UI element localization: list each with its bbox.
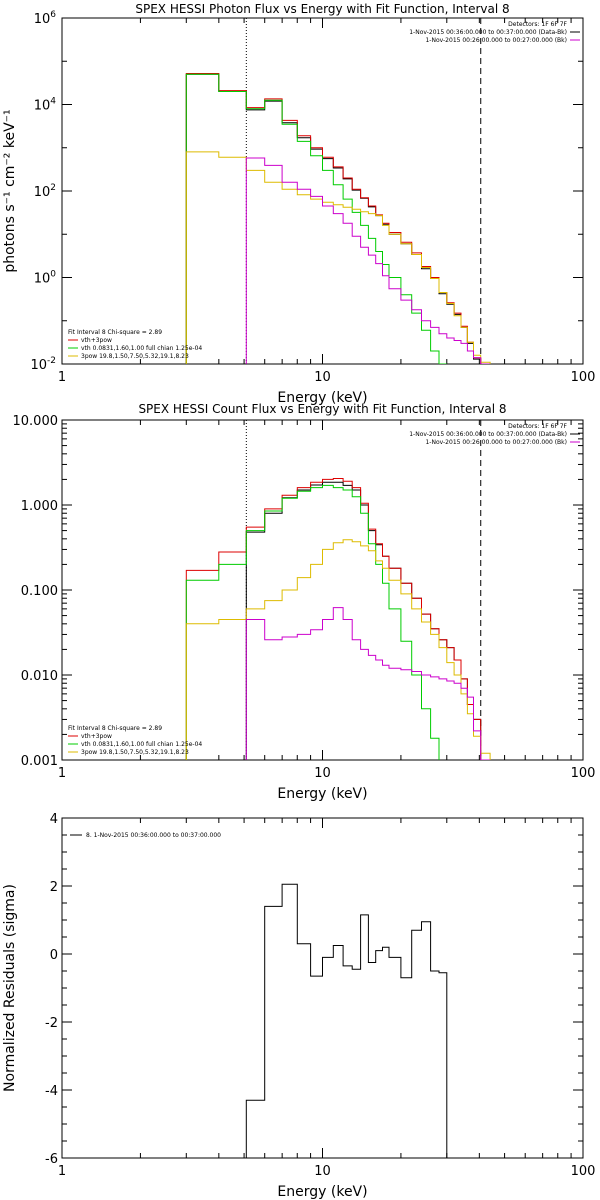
header-line: Detectors: 1F 6F 7F [508, 21, 567, 28]
y-tick-label: -4 [45, 1084, 58, 1099]
series-line [245, 481, 482, 760]
y-tick-base: 10 [34, 12, 51, 27]
series-line [185, 73, 447, 364]
x-tick-label: 1 [58, 766, 66, 781]
x-tick-label: 10 [314, 766, 331, 781]
series-line [185, 484, 440, 760]
y-tick-exp: -2 [47, 356, 56, 366]
x-axis-label: Energy (keV) [277, 1184, 367, 1200]
y-axis-label: Normalized Residuals (sigma) [2, 884, 18, 1092]
series-line [185, 151, 491, 364]
legend-entry: Fit Interval 8 Chi-square = 2.89 [68, 725, 162, 732]
y-tick-label: 0.010 [21, 669, 58, 684]
header-line: Detectors: 1F 6F 7F [508, 423, 567, 430]
series-line [185, 539, 491, 760]
y-tick-label: 0 [50, 948, 58, 963]
y-tick-exp: 2 [50, 183, 56, 193]
chart-title: SPEX HESSI Count Flux vs Energy with Fit… [138, 402, 506, 416]
x-tick-label: 100 [571, 1164, 596, 1179]
legend-entry: vth+3pow [81, 337, 112, 344]
y-tick-label: 2 [50, 880, 58, 895]
series-line [245, 157, 491, 364]
chart-title: SPEX HESSI Photon Flux vs Energy with Fi… [135, 2, 509, 16]
x-axis-label: Energy (keV) [277, 786, 367, 802]
y-tick-label: 10-2 [30, 356, 56, 373]
series-line [245, 607, 491, 760]
series-group [185, 73, 491, 364]
plot-frame [61, 817, 584, 1159]
y-tick-base: 10 [30, 358, 47, 373]
legend-entry: 3pow 19.8,1.50,7.50,5.32,19.1,8.23 [81, 749, 189, 756]
y-axis-label: photons s⁻¹ cm⁻² keV⁻¹ [2, 109, 18, 272]
header-line: 1-Nov-2015 00:36:00.000 to 00:37:00.000 … [409, 431, 567, 438]
x-tick-label: 100 [571, 766, 596, 781]
y-tick-label: 104 [34, 97, 57, 114]
y-tick-label: 106 [34, 10, 57, 27]
y-tick-label: -6 [45, 1152, 58, 1167]
legend-entry: 3pow 19.8,1.50,7.50,5.32,19.1,8.23 [81, 353, 189, 360]
legend-entry: vth 0.0831,1.60,1.00 full chian 1.25e-04 [81, 345, 202, 352]
y-tick-exp: 0 [50, 270, 56, 280]
chart-1: SPEX HESSI Photon Flux vs Energy with Fi… [2, 2, 595, 406]
legend-entry: Fit Interval 8 Chi-square = 2.89 [68, 329, 162, 336]
series-group [185, 478, 491, 760]
y-tick-exp: 6 [50, 10, 56, 20]
legend-entry: vth+3pow [81, 733, 112, 740]
y-tick-label: 100 [34, 270, 57, 287]
y-tick-label: 0.100 [21, 584, 58, 599]
y-tick-label: 0.001 [21, 754, 58, 769]
series-line [185, 73, 482, 364]
y-tick-label: 4 [50, 812, 58, 827]
x-tick-label: 10 [314, 1164, 331, 1179]
chart-2: SPEX HESSI Count Flux vs Energy with Fit… [13, 402, 596, 802]
y-tick-label: 1.000 [21, 499, 58, 514]
y-tick-label: 102 [34, 183, 56, 200]
plot-frame [61, 419, 584, 761]
y-tick-base: 10 [34, 185, 51, 200]
legend-entry: 8. 1-Nov-2015 00:36:00.000 to 00:37:00.0… [86, 832, 221, 839]
header-line: 1-Nov-2015 00:26:00.000 to 00:27:00.000 … [425, 439, 567, 446]
series-line [245, 883, 448, 1158]
y-tick-base: 10 [34, 99, 51, 114]
x-tick-label: 100 [571, 370, 596, 385]
header-line: 1-Nov-2015 00:36:00.000 to 00:37:00.000 … [409, 29, 567, 36]
series-line [185, 73, 482, 364]
x-tick-label: 1 [58, 370, 66, 385]
plot-frame [61, 17, 584, 365]
x-tick-label: 10 [314, 370, 331, 385]
y-tick-label: -2 [45, 1016, 58, 1031]
series-group [245, 883, 448, 1158]
x-axis-label: Energy (keV) [277, 390, 367, 406]
legend-entry: vth 0.0831,1.60,1.00 full chian 1.25e-04 [81, 741, 202, 748]
y-tick-label: 10.000 [13, 414, 59, 429]
y-tick-exp: 4 [50, 97, 56, 107]
header-line: 1-Nov-2015 00:26:00.000 to 00:27:00.000 … [425, 37, 567, 44]
y-tick-base: 10 [34, 272, 51, 287]
x-tick-label: 1 [58, 1164, 66, 1179]
chart-3: 1 10 100 -6 -4 -2 0 2 4 Energy (keV) Normalized Re… [2, 812, 595, 1200]
